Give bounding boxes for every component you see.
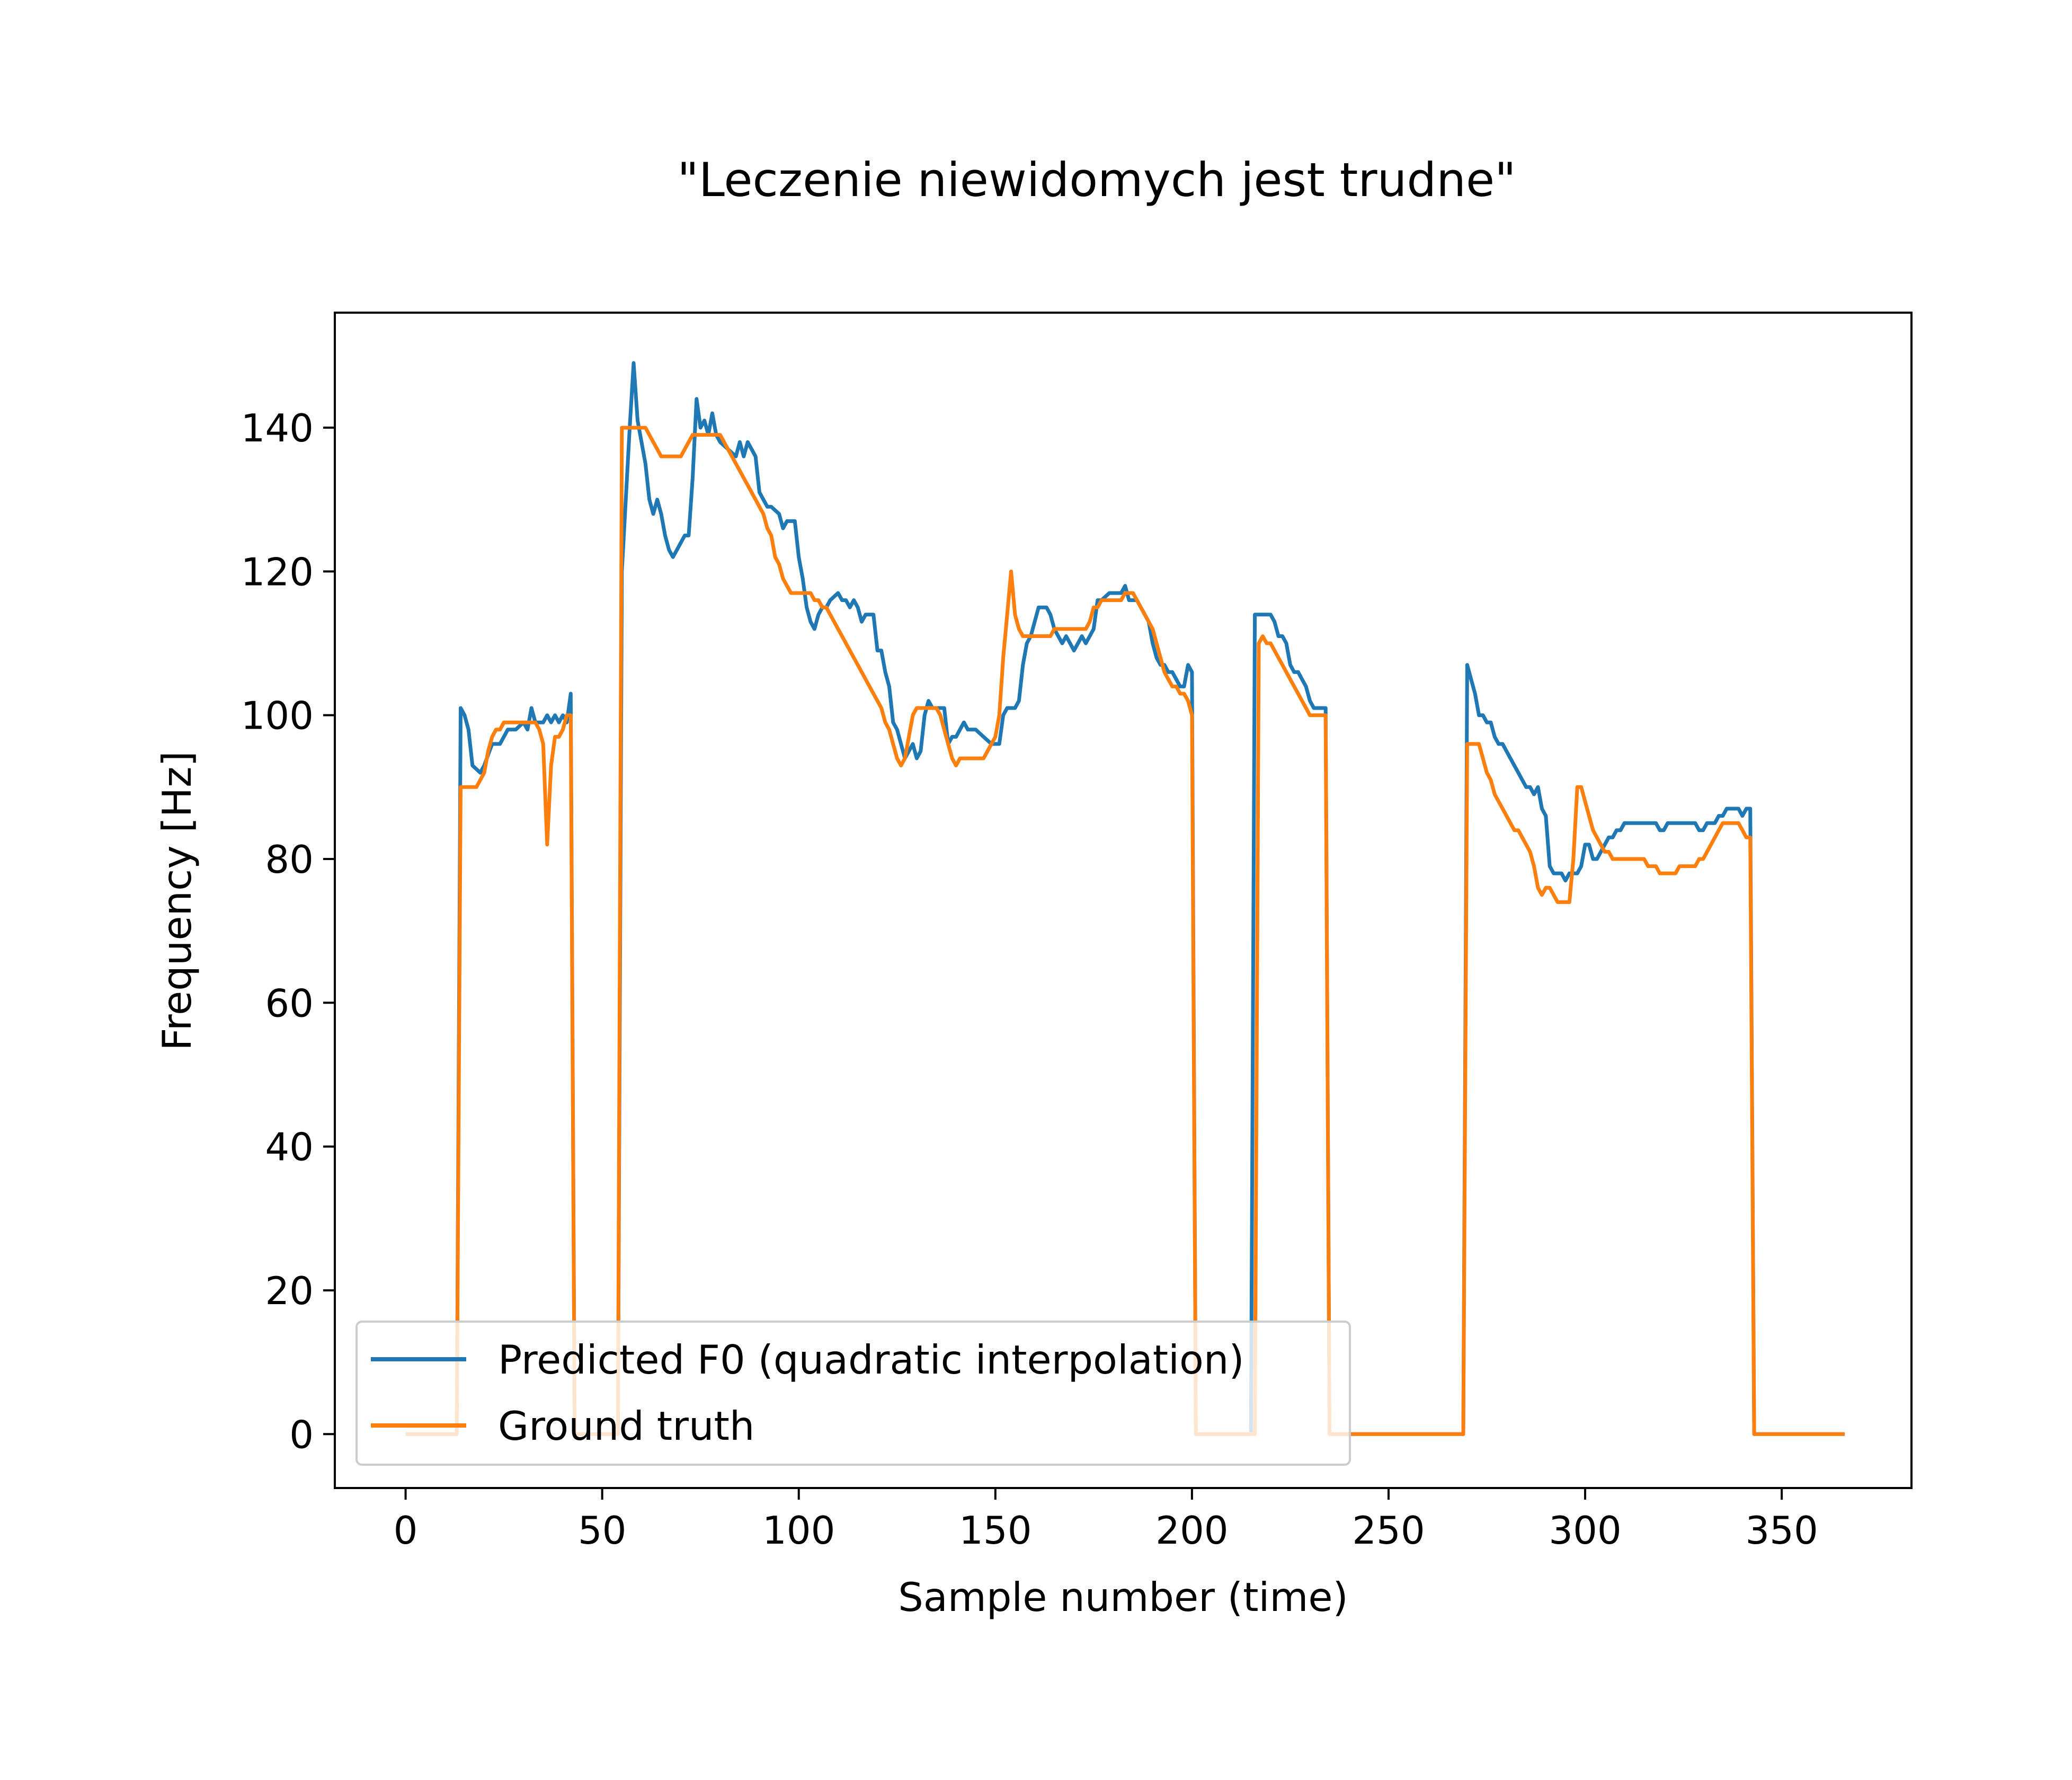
x-tick-label: 150: [959, 1508, 1031, 1553]
x-tick-label: 200: [1155, 1508, 1228, 1553]
series-line-ground-truth: [405, 426, 1845, 1436]
y-tick-label: 100: [241, 694, 314, 738]
legend: Predicted F0 (quadratic interpolation) G…: [355, 1321, 1351, 1466]
chart-title: "Leczenie niewidomych jest trudne": [677, 153, 1516, 207]
legend-label-predicted: Predicted F0 (quadratic interpolation): [498, 1336, 1244, 1383]
y-tick-label: 60: [265, 981, 314, 1025]
x-tick-label: 350: [1745, 1508, 1818, 1553]
y-tick-label: 0: [289, 1412, 314, 1457]
legend-label-ground-truth: Ground truth: [498, 1403, 754, 1449]
x-tick-label: 50: [578, 1508, 627, 1553]
x-axis: 0 50 100 150 200 250 300 350: [394, 1488, 1818, 1553]
y-tick-label: 20: [265, 1269, 314, 1313]
legend-box: [355, 1321, 1351, 1466]
y-axis: 0 20 40 60 80 100 120 140: [241, 406, 335, 1457]
plot-frame: [334, 312, 1913, 1489]
x-tick-label: 0: [394, 1508, 418, 1553]
y-tick-label: 120: [241, 550, 314, 594]
series-line-predicted: [405, 361, 1845, 1436]
y-tick-label: 80: [265, 837, 314, 882]
y-tick-label: 40: [265, 1125, 314, 1170]
x-tick-label: 100: [762, 1508, 835, 1553]
y-tick-label: 140: [241, 406, 314, 450]
x-tick-label: 250: [1352, 1508, 1425, 1553]
y-axis-label: Frequency [Hz]: [154, 751, 200, 1051]
x-tick-label: 300: [1549, 1508, 1621, 1553]
x-axis-label: Sample number (time): [898, 1574, 1348, 1620]
plot-series: [405, 361, 1845, 1436]
